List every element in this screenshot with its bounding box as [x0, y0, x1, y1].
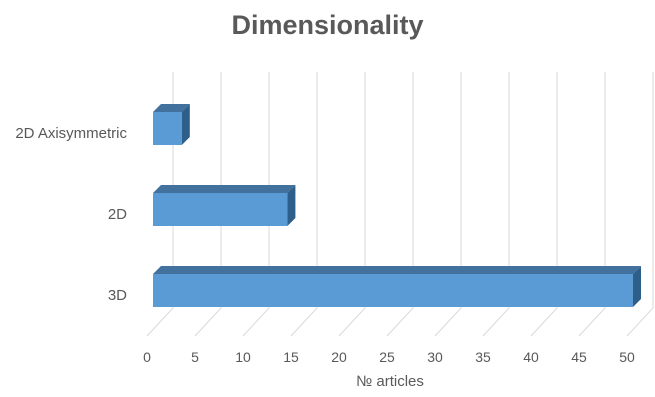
bar-top-face [153, 185, 296, 193]
bar-top-face [153, 104, 190, 112]
bar-2d [153, 193, 288, 226]
floor-gridline [146, 307, 174, 337]
x-tick-label: 50 [619, 349, 635, 365]
bar-top-face [153, 266, 641, 274]
floor-gridline [434, 307, 462, 337]
floor-gridline [578, 307, 606, 337]
x-tick-label: 35 [475, 349, 491, 365]
bar-side-face [181, 104, 190, 145]
x-tick-label: 5 [191, 349, 199, 365]
bar-3d [153, 274, 633, 307]
floor-gridline [242, 307, 270, 337]
x-axis-title: № articles [356, 373, 424, 390]
bar-side-face [633, 266, 641, 307]
bar-side-face [287, 185, 296, 226]
x-tick-label: 25 [379, 349, 395, 365]
floor-gridline [194, 307, 222, 337]
floor-gridline [290, 307, 318, 337]
x-tick-label: 40 [523, 349, 539, 365]
bar-2d-axisymmetric [153, 112, 182, 145]
floor-gridline [482, 307, 510, 337]
x-tick-labels: 0 5 10 15 20 25 30 35 40 45 50 [143, 349, 635, 365]
floor-gridline [386, 307, 414, 337]
x-tick-label: 0 [143, 349, 151, 365]
chart-title: Dimensionality [231, 10, 424, 40]
floor-gridline [530, 307, 558, 337]
category-label: 3D [108, 287, 127, 304]
category-label: 2D Axisymmetric [15, 125, 127, 142]
x-tick-label: 45 [571, 349, 587, 365]
x-tick-label: 10 [235, 349, 251, 365]
category-labels: 2D Axisymmetric 2D 3D [15, 125, 127, 304]
x-tick-label: 30 [427, 349, 443, 365]
x-tick-label: 20 [331, 349, 347, 365]
bars [153, 104, 641, 307]
floor-gridline [626, 307, 654, 337]
x-tick-label: 15 [283, 349, 299, 365]
category-label: 2D [108, 206, 127, 223]
floor-gridline [338, 307, 366, 337]
